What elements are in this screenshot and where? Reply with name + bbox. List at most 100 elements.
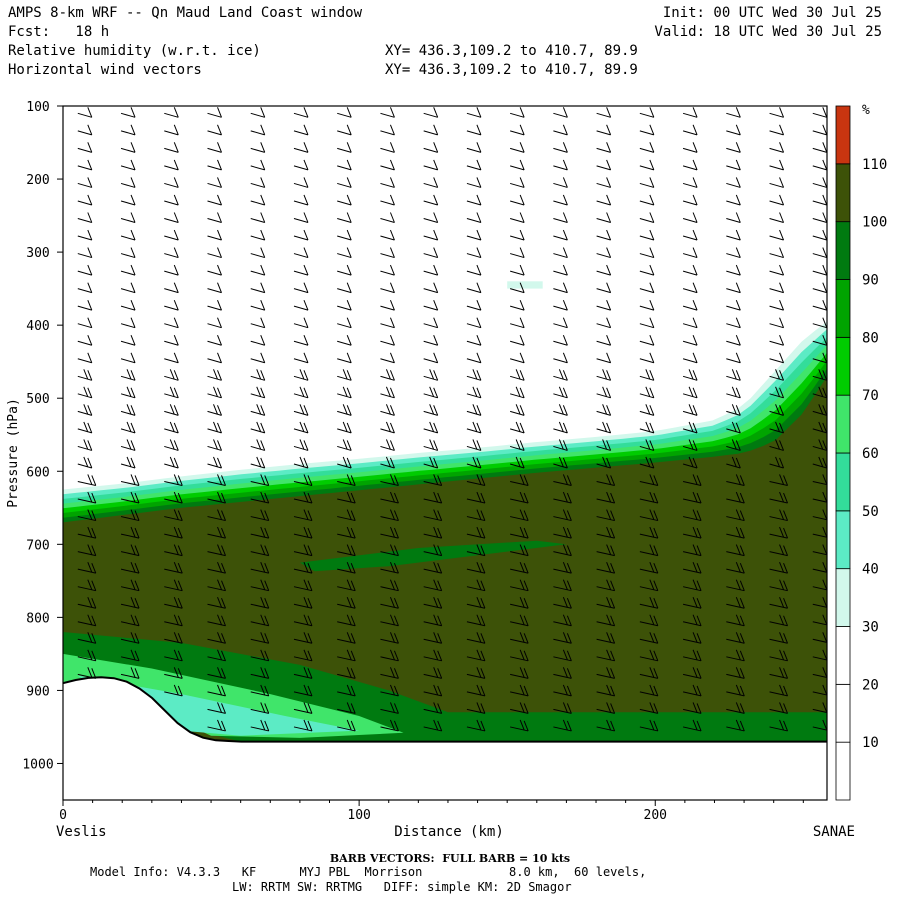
wind-barb	[553, 142, 568, 153]
wind-barb	[207, 299, 222, 311]
wind-barb	[769, 509, 789, 522]
wind-barb	[812, 335, 827, 346]
wind-barb	[639, 421, 655, 434]
wind-barb	[337, 667, 356, 679]
wind-barb	[510, 299, 525, 311]
wind-barb	[639, 597, 659, 609]
wind-barb	[682, 212, 698, 223]
wind-barb	[769, 491, 789, 504]
wind-barb	[337, 509, 356, 522]
wind-barb	[164, 369, 179, 381]
wind-barb	[207, 352, 222, 364]
wind-barb	[207, 404, 222, 416]
wind-barb	[553, 491, 572, 504]
wind-barb	[596, 124, 612, 136]
wind-barb	[466, 212, 482, 223]
wind-barb	[164, 404, 179, 416]
wind-barb	[293, 352, 309, 364]
wind-barb	[639, 491, 659, 504]
wind-barb	[726, 404, 741, 416]
wind-barb	[337, 474, 356, 486]
model-info-line1: Model Info: V4.3.3 KF MYJ PBL Morrison 8…	[90, 865, 647, 879]
wind-barb	[639, 282, 655, 294]
wind-barb	[639, 335, 655, 346]
wind-barb	[250, 299, 266, 311]
wind-barb	[682, 544, 702, 557]
wind-barb	[769, 107, 785, 118]
wind-barb	[466, 719, 486, 732]
wind-barb	[380, 667, 399, 679]
wind-barb	[812, 456, 827, 469]
wind-barb	[466, 456, 482, 469]
field-name-wind: Horizontal wind vectors	[8, 62, 202, 78]
wind-barb	[337, 404, 352, 416]
wind-barb	[120, 526, 140, 539]
wind-barb	[812, 421, 827, 434]
wind-barb	[769, 474, 789, 486]
wind-barb	[207, 579, 226, 592]
wind-barb	[207, 544, 226, 557]
wind-barb	[423, 597, 443, 609]
wind-barb	[207, 702, 226, 714]
wind-barb	[726, 107, 741, 118]
colorbar-label: 40	[862, 562, 879, 578]
wind-barb	[769, 317, 785, 329]
wind-barb	[466, 421, 482, 434]
wind-barb	[639, 386, 655, 399]
wind-barb	[77, 317, 93, 329]
wind-barb	[466, 369, 482, 381]
wind-barb	[769, 299, 785, 311]
wind-barb	[466, 544, 486, 557]
wind-barb	[466, 264, 482, 276]
wind-barb	[596, 632, 616, 644]
wind-barb	[120, 421, 136, 434]
wind-barb	[769, 561, 789, 574]
wind-barb	[812, 474, 827, 486]
wind-barb	[250, 421, 266, 434]
wind-barb	[164, 491, 183, 504]
wind-barb	[726, 282, 741, 294]
wind-barb	[380, 614, 399, 627]
wind-barb	[769, 212, 785, 223]
wind-barb	[510, 667, 529, 679]
wind-barb	[77, 142, 93, 153]
wind-barb	[466, 282, 482, 294]
wind-barb	[466, 579, 486, 592]
wind-barb	[769, 456, 785, 469]
wind-barb	[466, 491, 486, 504]
wind-barb	[769, 264, 785, 276]
wind-barb	[250, 439, 266, 451]
wind-barb	[510, 194, 525, 206]
wind-barb	[510, 597, 529, 609]
wind-barb	[596, 719, 616, 732]
wind-barb	[812, 142, 827, 153]
wind-barb	[380, 142, 395, 153]
wind-barb	[380, 719, 399, 732]
wind-barb	[380, 544, 399, 557]
wind-barb	[380, 247, 395, 259]
colorbar-swatch	[835, 163, 851, 223]
wind-barb	[682, 719, 702, 732]
wind-barb	[293, 335, 309, 346]
wind-barb	[207, 667, 226, 679]
wind-barb	[337, 421, 352, 434]
x-tick-label: 200	[644, 808, 667, 823]
wind-barb	[337, 386, 352, 399]
y-tick-label: 800	[26, 611, 49, 626]
wind-barb	[77, 369, 93, 381]
wind-barb	[337, 352, 352, 364]
x-right-location: SANAE	[813, 824, 855, 840]
wind-barb	[337, 159, 352, 171]
wind-barb	[726, 369, 741, 381]
wind-barb	[250, 264, 266, 276]
wind-barb	[769, 247, 785, 259]
barb-legend: BARB VECTORS: FULL BARB = 10 kts	[329, 852, 571, 865]
wind-barb	[466, 561, 486, 574]
wind-barb	[380, 386, 395, 399]
wind-barb	[207, 421, 222, 434]
wind-barb	[510, 124, 525, 136]
wind-barb	[553, 474, 572, 486]
wind-barb	[769, 649, 789, 662]
wind-barb	[553, 579, 572, 592]
wind-barb	[596, 264, 612, 276]
